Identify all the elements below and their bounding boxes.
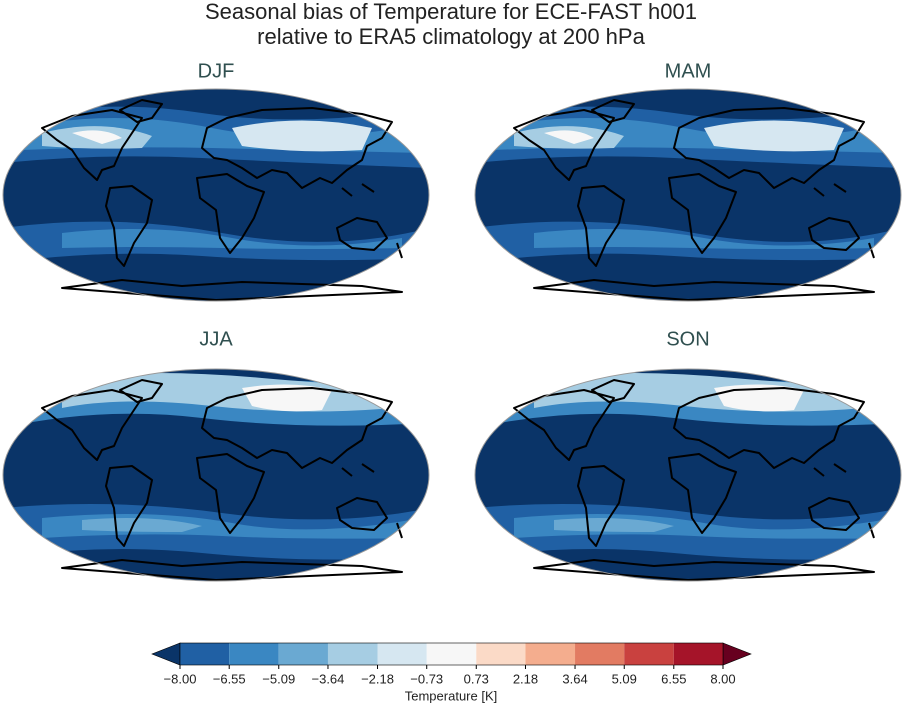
colorbar-bin — [575, 643, 625, 665]
colorbar-extend-high — [722, 642, 752, 666]
panel-title: MAM — [665, 60, 712, 82]
tick-label: 0.73 — [464, 671, 489, 686]
tick-label: 8.00 — [710, 671, 735, 686]
tick-label: −2.18 — [361, 671, 394, 686]
tick-label: 6.55 — [661, 671, 686, 686]
colorbar: −8.00 −6.55 −5.09 −3.64 −2.18 −0.73 0.73 2.18 3.… — [151, 642, 752, 686]
tick-label: −5.09 — [262, 671, 295, 686]
colorbar-frame — [179, 642, 724, 666]
panel: DJF — [2, 60, 430, 302]
figure-title: relative to ERA5 climatology at 200 hPa — [257, 24, 645, 49]
panel: MAM — [474, 60, 902, 302]
colorbar-bin — [377, 643, 427, 665]
map-border — [2, 368, 430, 582]
colorbar-bin — [525, 643, 576, 665]
tick-label: −0.73 — [410, 671, 443, 686]
colorbar-label: Temperature [K] — [405, 688, 498, 703]
map-border — [474, 368, 902, 582]
colorbar-bin — [327, 643, 378, 665]
colorbar-bin — [673, 643, 723, 665]
tick-label: 3.64 — [562, 671, 587, 686]
colorbar-bin — [426, 643, 477, 665]
panel-title: SON — [666, 328, 709, 350]
panel-title: JJA — [199, 328, 233, 350]
colorbar-bin — [180, 643, 230, 665]
figure-title: Seasonal bias of Temperature for ECE-FAS… — [205, 0, 697, 24]
map-border — [474, 88, 902, 302]
panel: JJA — [2, 328, 430, 582]
tick-label: −3.64 — [312, 671, 345, 686]
colorbar-bin — [229, 643, 279, 665]
panel: SON — [474, 328, 902, 582]
colorbar-bin — [476, 643, 526, 665]
map-border — [2, 88, 430, 302]
colorbar-bin — [278, 643, 328, 665]
panel-title: DJF — [198, 60, 235, 82]
tick-label: −8.00 — [164, 671, 197, 686]
colorbar-bin — [624, 643, 674, 665]
tick-label: −6.55 — [213, 671, 246, 686]
tick-label: 5.09 — [612, 671, 637, 686]
colorbar-extend-low — [151, 642, 181, 666]
tick-label: 2.18 — [513, 671, 538, 686]
